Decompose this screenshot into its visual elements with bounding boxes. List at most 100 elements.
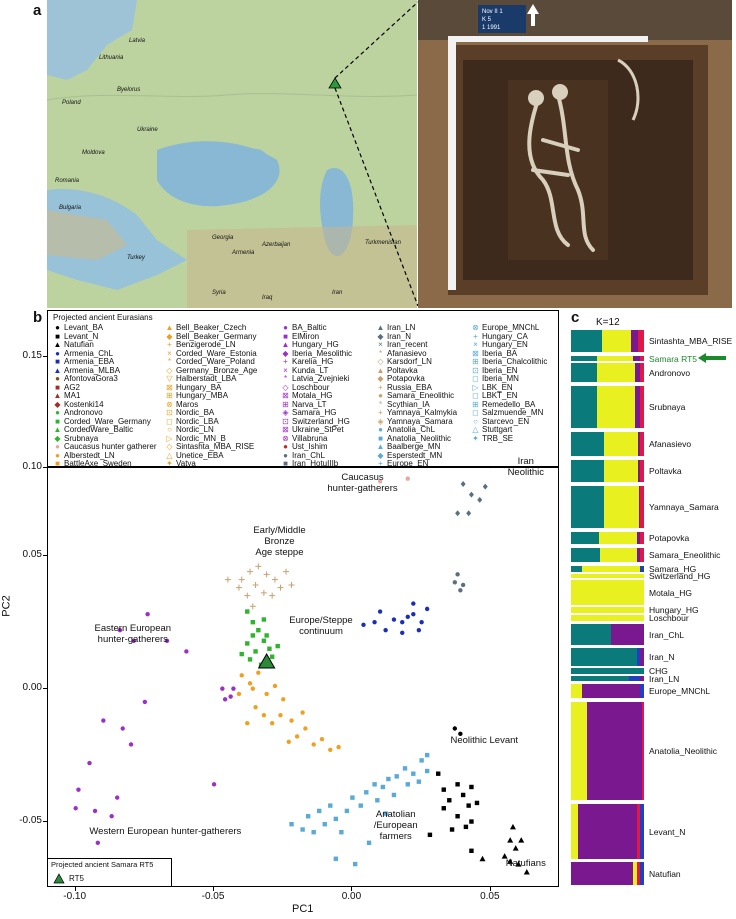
admixture-segment (571, 574, 644, 578)
data-point (416, 779, 422, 784)
legend-marker: ▲ (53, 365, 62, 375)
data-point (391, 792, 397, 798)
legend-item: ⊠ Hungary_BA (165, 383, 221, 392)
data-point (509, 823, 516, 830)
legend-marker: ⊡ (282, 416, 289, 426)
data-point (294, 734, 300, 739)
legend-item: * Corded_Ware_Poland (165, 357, 255, 366)
legend-marker: ● (283, 450, 288, 460)
legend-label: Corded_Ware_Germany (64, 416, 151, 426)
legend-item: ● Anatolia_ChL (376, 425, 435, 434)
admixture-bar (571, 566, 644, 572)
y-axis-label: PC2 (0, 595, 13, 617)
svg-text:1 1991: 1 1991 (482, 25, 501, 31)
x-tick-mark (351, 887, 353, 891)
admixture-group-label: Switzerland_HG (649, 571, 711, 581)
data-point (411, 601, 416, 606)
legend-marker: ⊞ (472, 357, 479, 366)
data-point (256, 627, 261, 633)
legend-item: + Yamnaya_Kalmykia (376, 408, 457, 417)
data-point (460, 792, 466, 798)
data-point (394, 774, 399, 779)
legend-label: Armenia_ChL (64, 348, 113, 358)
rt5-inset-legend: Projected ancient Samara RT5 RT5 (47, 858, 172, 887)
admixture-group-label: Samara RT5 (649, 353, 698, 364)
legend-marker: ⊗ (472, 323, 479, 332)
data-point (184, 649, 189, 654)
admixture-group-label: Loschbour (649, 613, 689, 623)
legend-label: Europe_EN (387, 459, 429, 468)
legend-item: ■ Corded_Ware_Germany (53, 417, 151, 426)
admixture-segment (571, 532, 599, 544)
data-point (391, 617, 397, 622)
legend-item: ▲ CordedWare_Baltic (53, 425, 134, 434)
legend-marker: ◇ (377, 357, 384, 366)
legend-marker: ○ (473, 416, 478, 426)
legend-label: Switzerland_HG (292, 416, 350, 426)
legend-label: Anatolia_ChL (387, 425, 436, 434)
legend-label: Srubnaya (64, 433, 99, 443)
admixture-bar (571, 862, 644, 885)
legend-marker: ⊗ (166, 399, 173, 409)
data-point (305, 814, 311, 819)
data-point (222, 697, 228, 702)
admixture-group-label: Samara_Eneolithic (649, 550, 721, 560)
legend-label: Narva_LT (292, 399, 327, 409)
data-point (507, 858, 514, 864)
data-point (317, 808, 322, 814)
data-point (419, 619, 424, 625)
legend-marker: + (283, 357, 288, 366)
legend-item: ◇ Germany_Bronze_Age (165, 366, 257, 375)
rt5-arrow-icon (698, 353, 726, 363)
legend-label: Iberia_Mesolithic (292, 348, 353, 358)
y-tick-label: -0.05 (19, 814, 42, 826)
y-tick-mark (43, 356, 47, 357)
admixture-segment (638, 330, 644, 352)
data-point (353, 861, 358, 867)
data-point (458, 731, 463, 737)
admixture-segment (571, 615, 644, 621)
data-point (95, 840, 101, 846)
legend-marker: ▷ (166, 433, 173, 443)
map-panel: Latvia Lithuania Byelorus Poland Ukraine… (47, 0, 417, 308)
data-point (253, 649, 258, 654)
admixture-segment (571, 356, 597, 361)
admixture-group-label: Iran_LN (649, 673, 680, 684)
legend-label: Anatolia_Neolithic (387, 433, 452, 443)
legend-marker: * (378, 348, 383, 358)
data-point (333, 856, 339, 861)
data-point (145, 612, 150, 617)
admixture-segment (638, 460, 641, 482)
data-point (245, 641, 250, 646)
x-tick-mark (489, 887, 491, 891)
map-label-azerbaijan: Azerbaijan (262, 242, 291, 248)
data-point (455, 782, 460, 787)
legend-label: Benzigerode_LN (176, 340, 236, 349)
legend-label: Hungary_EN (482, 340, 528, 349)
legend-marker: ● (55, 450, 60, 460)
legend-item: × Corded_Ware_Estonia (165, 349, 256, 358)
legend-item: + Hungary_CA (471, 332, 528, 341)
legend-marker: ⊞ (472, 399, 479, 409)
legend-item: × Iran_recent (376, 340, 427, 349)
map-label-poland: Poland (62, 100, 81, 106)
legend-label: Baalberge_MN (387, 442, 441, 451)
admixture-segment (571, 566, 582, 572)
legend-item: △ Stuttgart (471, 425, 512, 434)
data-point (87, 760, 92, 766)
legend-marker: + (167, 340, 172, 349)
admixture-bar (571, 363, 644, 382)
data-point (249, 603, 256, 610)
legend-item: ◆ Srubnaya (53, 434, 98, 443)
data-point (278, 713, 283, 718)
admixture-segment (633, 862, 637, 885)
legend-marker: ▲ (53, 425, 62, 434)
admixture-segment (630, 330, 639, 352)
admixture-segment (571, 624, 612, 645)
legend-item: ■ AG2 (53, 383, 80, 392)
data-point (101, 718, 106, 723)
legend-label: Remedello_BA (482, 399, 536, 409)
admixture-segment (603, 486, 639, 528)
data-point (344, 808, 350, 814)
admixture-group-label: CHG (649, 666, 668, 676)
